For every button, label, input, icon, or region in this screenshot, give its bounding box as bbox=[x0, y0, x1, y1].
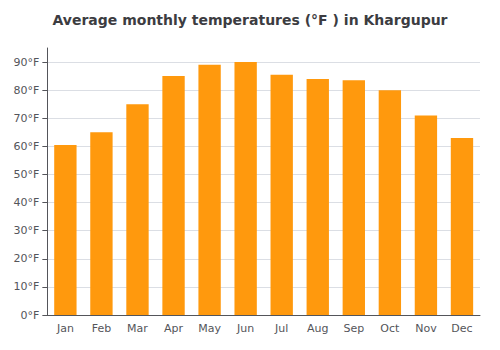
svg-text:Jun: Jun bbox=[236, 322, 254, 335]
svg-text:90°F: 90°F bbox=[14, 56, 40, 69]
svg-text:80°F: 80°F bbox=[14, 84, 40, 97]
svg-text:Jan: Jan bbox=[56, 322, 74, 335]
svg-text:20°F: 20°F bbox=[14, 252, 40, 265]
svg-text:40°F: 40°F bbox=[14, 196, 40, 209]
svg-text:30°F: 30°F bbox=[14, 224, 40, 237]
svg-text:May: May bbox=[198, 322, 221, 335]
svg-text:Feb: Feb bbox=[92, 322, 111, 335]
svg-text:Jul: Jul bbox=[274, 322, 288, 335]
svg-text:Dec: Dec bbox=[451, 322, 472, 335]
svg-text:Average monthly temperatures (: Average monthly temperatures (°F ) in Kh… bbox=[52, 12, 447, 28]
svg-text:10°F: 10°F bbox=[14, 280, 40, 293]
svg-text:Aug: Aug bbox=[307, 322, 328, 335]
svg-text:Nov: Nov bbox=[415, 322, 437, 335]
svg-text:50°F: 50°F bbox=[14, 168, 40, 181]
svg-text:0°F: 0°F bbox=[21, 309, 40, 322]
svg-text:Oct: Oct bbox=[380, 322, 400, 335]
svg-text:Mar: Mar bbox=[127, 322, 148, 335]
svg-text:Sep: Sep bbox=[343, 322, 364, 335]
svg-text:70°F: 70°F bbox=[14, 112, 40, 125]
svg-text:60°F: 60°F bbox=[14, 140, 40, 153]
svg-text:Apr: Apr bbox=[164, 322, 184, 335]
